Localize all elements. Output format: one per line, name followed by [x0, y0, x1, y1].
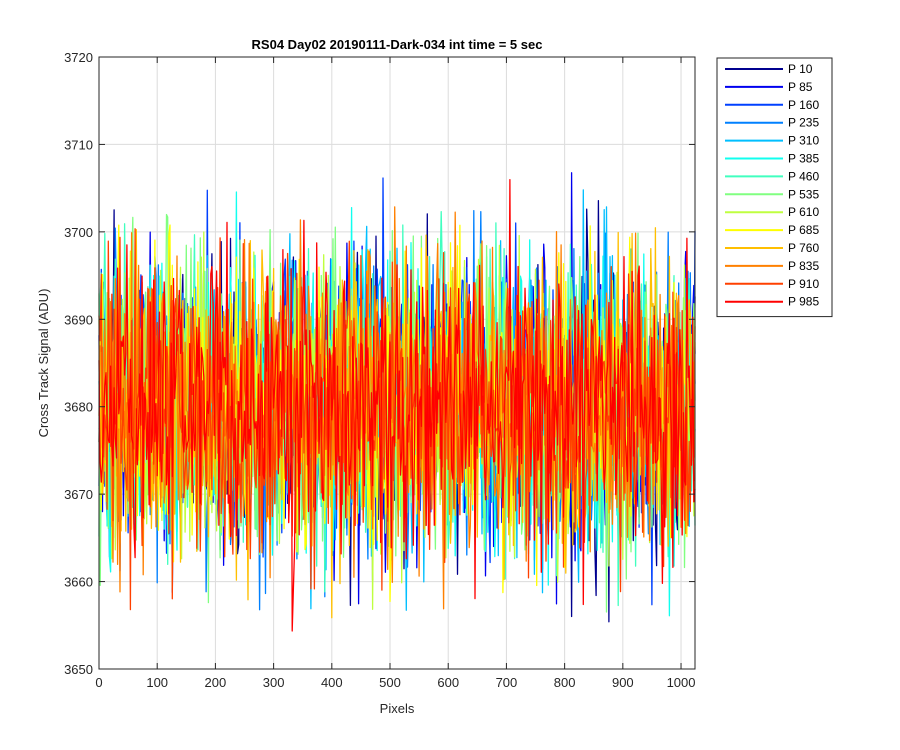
legend-label: P 235 [788, 116, 819, 130]
legend-label: P 985 [788, 295, 819, 309]
x-tick-label: 900 [612, 675, 634, 690]
y-tick-label: 3690 [64, 312, 93, 327]
series-lines [98, 172, 696, 632]
y-tick-label: 3660 [64, 575, 93, 590]
legend-label: P 685 [788, 223, 819, 237]
x-tick-label: 800 [554, 675, 576, 690]
legend-label: P 10 [788, 62, 813, 76]
chart-title: RS04 Day02 20190111-Dark-034 int time = … [252, 37, 543, 52]
x-tick-label: 1000 [667, 675, 696, 690]
tick-labels: 0 100 200 300 400 500 600 700 800 900 1000 3650 3660… [64, 50, 695, 690]
y-tick-label: 3670 [64, 487, 93, 502]
x-tick-label: 300 [263, 675, 285, 690]
legend-label: P 310 [788, 134, 819, 148]
y-axis-label: Cross Track Signal (ADU) [36, 289, 51, 438]
x-tick-label: 400 [321, 675, 343, 690]
x-axis-label: Pixels [380, 701, 415, 716]
x-tick-label: 600 [437, 675, 459, 690]
y-tick-label: 3680 [64, 400, 93, 415]
legend-label: P 910 [788, 277, 819, 291]
legend-label: P 835 [788, 259, 819, 273]
legend: P 10 P 85 P 160 P 235 P 310 P 385 P 460 P 535 P … [716, 57, 833, 318]
y-tick-label: 3720 [64, 50, 93, 65]
x-tick-label: 500 [379, 675, 401, 690]
legend-label: P 760 [788, 241, 819, 255]
legend-label: P 610 [788, 205, 819, 219]
ticks [98, 56, 695, 670]
legend-label: P 85 [788, 80, 813, 94]
legend-box [716, 57, 833, 318]
legend-label: P 160 [788, 98, 819, 112]
x-tick-label: 0 [95, 675, 102, 690]
legend-label: P 535 [788, 187, 819, 201]
x-tick-label: 200 [205, 675, 227, 690]
legend-label: P 385 [788, 152, 819, 166]
x-tick-label: 100 [146, 675, 168, 690]
x-tick-label: 700 [496, 675, 518, 690]
series-line-p-985 [98, 178, 696, 632]
y-tick-label: 3710 [64, 137, 93, 152]
y-tick-label: 3700 [64, 225, 93, 240]
plot-frame [98, 56, 696, 670]
y-tick-label: 3650 [64, 662, 93, 677]
legend-label: P 460 [788, 169, 819, 183]
